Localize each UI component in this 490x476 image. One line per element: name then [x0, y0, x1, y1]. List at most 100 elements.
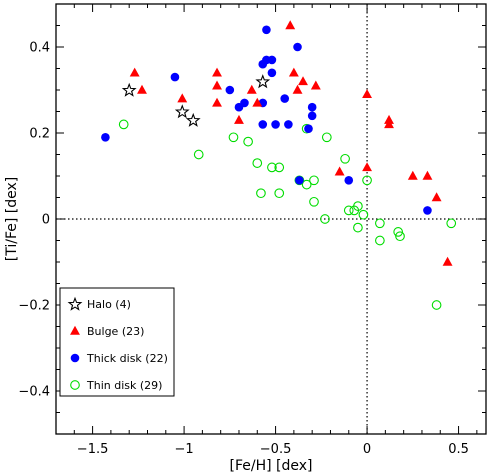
legend-box [59, 287, 175, 397]
x-tick-label: −1 [174, 442, 193, 457]
legend-label: Halo (4) [87, 298, 131, 311]
data-point [442, 256, 453, 266]
data-point [362, 175, 372, 186]
data-point [258, 120, 268, 129]
data-point [177, 93, 188, 103]
data-point [384, 119, 394, 129]
data-point [446, 218, 457, 229]
legend-label: Thin disk (29) [86, 379, 162, 392]
data-point [362, 162, 372, 172]
data-point [274, 188, 285, 199]
legend-marker [70, 380, 80, 390]
data-point [212, 67, 222, 77]
series-star-open [121, 74, 271, 127]
data-point [212, 80, 222, 90]
data-point [301, 179, 312, 190]
data-point [309, 175, 319, 186]
y-tick-label: 0 [42, 213, 50, 228]
data-point [353, 222, 363, 233]
legend-marker [67, 296, 83, 311]
data-point [353, 201, 363, 211]
data-point [225, 85, 235, 95]
data-point [340, 153, 350, 164]
x-tick-label: −0.5 [260, 442, 292, 457]
tick-labels: −1.5 −1 −0.5 0 0.5 −0.4 −0.2 0 0.2 0.4 [18, 41, 468, 458]
data-point [307, 102, 317, 112]
data-point [240, 98, 249, 108]
data-point [295, 176, 304, 185]
data-point [358, 209, 369, 220]
data-point [307, 111, 317, 121]
data-point [212, 97, 222, 107]
legend: Halo (4) Bulge (23) Thick disk (22) Thin di… [59, 287, 175, 397]
y-tick-label: 0.2 [29, 127, 50, 142]
data-point [252, 97, 263, 107]
data-point [262, 55, 271, 65]
data-point [321, 132, 332, 143]
data-point [304, 124, 313, 133]
data-point [362, 89, 372, 99]
x-tick-label: −1.5 [77, 442, 109, 457]
data-point [118, 119, 129, 130]
data-point [310, 80, 321, 90]
data-point [255, 74, 271, 89]
data-point [375, 218, 385, 229]
data-point [246, 84, 257, 94]
y-tick-label: −0.2 [18, 299, 50, 314]
data-point [284, 120, 293, 129]
x-tick-label: 0 [363, 442, 371, 457]
data-point [256, 188, 266, 199]
legend-item: Thick disk (22) [70, 352, 168, 365]
data-point [267, 68, 277, 78]
data-point [137, 84, 147, 94]
x-tick-label: 0.5 [448, 442, 469, 457]
data-point [375, 235, 385, 246]
data-point [262, 25, 271, 35]
data-point [320, 214, 330, 224]
legend-item: Thin disk (29) [70, 379, 162, 392]
data-point [170, 72, 180, 82]
legend-marker [70, 353, 80, 363]
data-point [309, 196, 319, 207]
data-point [293, 42, 302, 52]
data-point [193, 149, 204, 160]
data-point [129, 67, 140, 77]
data-point [267, 162, 277, 173]
data-point [185, 112, 201, 127]
series-triangle [129, 20, 453, 266]
data-point [243, 136, 253, 147]
data-point [431, 300, 442, 310]
series-circle [101, 25, 432, 215]
legend-marker [70, 325, 80, 335]
data-point [174, 104, 190, 119]
data-point [393, 227, 404, 237]
legend-label: Bulge (23) [87, 325, 144, 338]
data-point [343, 205, 354, 216]
axis-ticks [55, 3, 486, 435]
data-points [101, 20, 457, 310]
data-point [228, 132, 239, 143]
legend-label: Thick disk (22) [86, 352, 168, 365]
data-point [234, 114, 244, 124]
data-point [280, 94, 290, 103]
y-tick-label: 0.4 [29, 41, 50, 56]
data-point [298, 76, 308, 86]
data-point [101, 133, 110, 142]
data-point [422, 170, 433, 180]
y-axis-title: [Ti/Fe] [dex] [4, 177, 20, 261]
data-point [288, 67, 299, 77]
data-point [121, 82, 137, 97]
data-point [274, 162, 285, 173]
data-point [285, 20, 296, 30]
data-point [423, 206, 432, 215]
data-point [344, 176, 354, 185]
y-tick-label: −0.4 [18, 385, 50, 400]
data-point [271, 120, 280, 129]
data-point [431, 192, 442, 202]
legend-items: Halo (4) Bulge (23) Thick disk (22) Thin di… [67, 296, 168, 392]
series-circle-open [118, 119, 457, 310]
data-point [252, 158, 263, 168]
data-point [334, 166, 345, 176]
data-point [292, 84, 303, 94]
